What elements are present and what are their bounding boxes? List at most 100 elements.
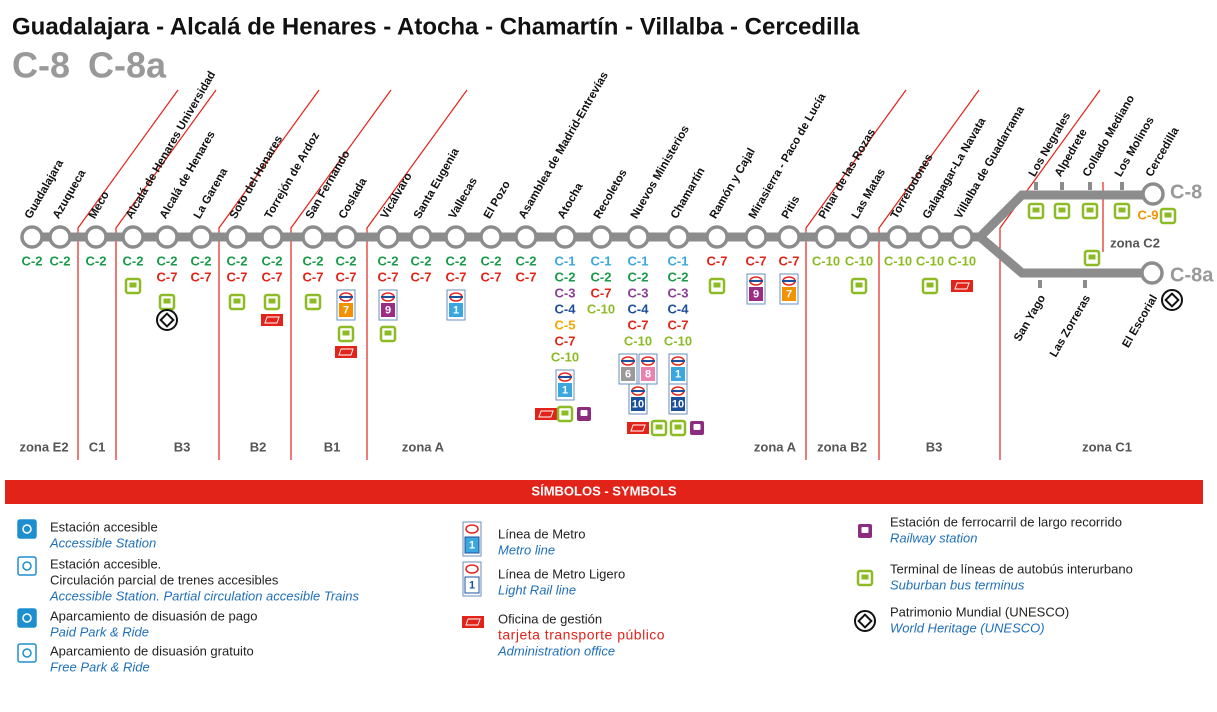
station-name: San Yago [1012, 293, 1048, 344]
station [1140, 261, 1164, 285]
line-logo: C-8 [12, 45, 70, 86]
legend-text-en: Metro line [498, 542, 555, 557]
line-badge: C-2 [157, 253, 178, 268]
line-badge: C-7 [411, 269, 432, 284]
bus-icon [309, 298, 317, 304]
line-badge: C-2 [22, 253, 43, 268]
line-badge: C-7 [446, 269, 467, 284]
office-icon [627, 422, 649, 434]
legend-text: Aparcamiento de disuasión de pago [50, 608, 257, 623]
legend-text-en: Railway station [890, 530, 977, 545]
metro-number: 1 [675, 368, 681, 380]
station [444, 225, 468, 249]
station [121, 225, 145, 249]
station-name: Las Matas [850, 167, 888, 221]
station-name: El Pozo [482, 179, 513, 221]
legend-icon [17, 519, 37, 539]
line-badge: C-2 [411, 253, 432, 268]
station [886, 225, 910, 249]
line-badge: C-10 [624, 333, 652, 348]
station [777, 225, 801, 249]
station [260, 225, 284, 249]
line-end-label: C-8a [1170, 264, 1214, 286]
line-badge: C-2 [378, 253, 399, 268]
station-name: Chamartín [669, 166, 708, 221]
bus-icon [342, 330, 350, 336]
line-logo: C-8a [88, 45, 167, 86]
metro-number-box [641, 367, 655, 381]
metro-number-box [339, 303, 353, 317]
legend-icon [22, 613, 32, 623]
station-name: Pitis [780, 194, 803, 221]
bus-icon [1086, 207, 1094, 213]
station-name: Atocha [556, 181, 586, 221]
legend-title: SÍMBOLOS - SYMBOLS [531, 483, 677, 498]
metro-number: 1 [562, 384, 568, 396]
station [189, 225, 213, 249]
line-badge: C-7 [303, 269, 324, 284]
line-badge: C-1 [668, 253, 689, 268]
legend-badge: 1 [469, 539, 475, 551]
line-badge: C-1 [628, 253, 649, 268]
line-badge: C-10 [884, 253, 912, 268]
legend-text: Línea de Metro [498, 526, 585, 541]
zone-boundary [290, 89, 392, 460]
line-badge: C-4 [628, 301, 650, 316]
metro-number: 10 [632, 398, 644, 410]
line-badge: C-9 [1138, 207, 1159, 222]
line-badge: C-2 [262, 253, 283, 268]
legend-text: Oficina de gestión [498, 611, 602, 626]
line-badge: C-7 [336, 269, 357, 284]
rail-icon [580, 410, 588, 416]
zone-boundary [115, 89, 217, 460]
line-badge: C-2 [86, 253, 107, 268]
metro-number: 8 [645, 368, 651, 380]
station [479, 225, 503, 249]
line-badge: C-2 [303, 253, 324, 268]
legend-text-en: Accessible Station [49, 535, 156, 550]
line-badge: C-2 [50, 253, 71, 268]
legend-icon [465, 564, 479, 574]
bus-icon [855, 282, 863, 288]
line-badge: C-2 [123, 253, 144, 268]
line-badge: C-7 [378, 269, 399, 284]
legend-icon [465, 524, 479, 534]
office-icon [954, 282, 970, 290]
station [705, 225, 729, 249]
station [589, 225, 613, 249]
metro-number-box [782, 287, 796, 301]
rail-icon [861, 527, 869, 533]
line-end-label: C-8 [1170, 181, 1202, 203]
zone-label: B3 [926, 439, 943, 454]
unesco-icon [159, 312, 175, 328]
station-name: La Garena [192, 166, 231, 221]
bus-icon [1118, 207, 1126, 213]
line-badge: C-7 [481, 269, 502, 284]
legend-text: Patrimonio Mundial (UNESCO) [890, 604, 1069, 619]
zone-boundary [878, 89, 980, 460]
bus-icon [1058, 207, 1066, 213]
line-badge: C-10 [948, 253, 976, 268]
track [976, 190, 1153, 241]
metro-number-box [749, 287, 763, 301]
bus-icon [674, 424, 682, 430]
legend-text: Circulación parcial de trenes accesibles [50, 572, 279, 587]
station-name: Coslada [337, 176, 370, 221]
bus-icon [713, 282, 721, 288]
station-name: Meco [87, 190, 112, 221]
legend-text: Aparcamiento de disuasión gratuito [50, 643, 254, 658]
line-badge: C-7 [227, 269, 248, 284]
bus-icon [861, 574, 869, 580]
zone-label: C1 [89, 439, 106, 454]
legend-bar [5, 480, 1203, 504]
station [48, 225, 72, 249]
station [666, 225, 690, 249]
legend-badge: 1 [469, 579, 475, 591]
legend-icon [22, 524, 32, 534]
metro-number: 9 [753, 288, 759, 300]
line-badge: C-7 [191, 269, 212, 284]
unesco-icon [1161, 289, 1183, 311]
metro-number-box [671, 367, 685, 381]
zone-label: zona A [754, 439, 797, 454]
